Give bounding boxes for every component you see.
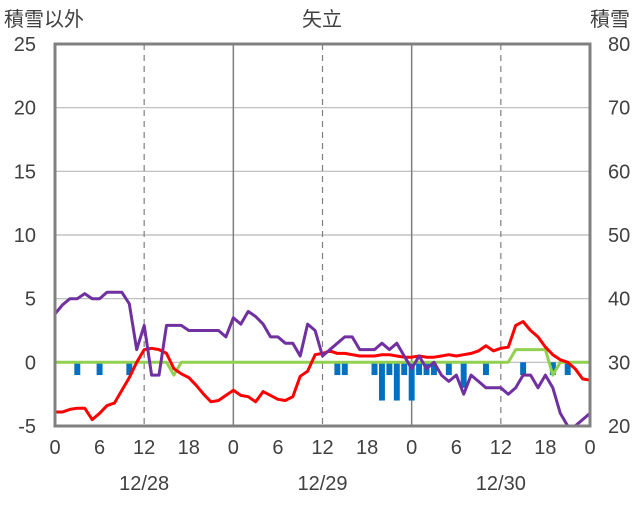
bar [445,362,452,376]
ytick-right-label: 20 [608,416,630,438]
series-line-green [53,348,592,377]
bar [393,362,400,401]
ytick-left-label: -5 [18,416,36,438]
bar [341,362,348,376]
plot-frame [53,42,592,428]
ytick-right-label: 60 [608,161,630,183]
line-series [53,290,592,428]
xtick-label: 0 [228,437,239,459]
date-label: 12/28 [119,473,169,495]
ylabel-right: 積雪 [590,8,630,31]
xtick-label: 18 [178,437,200,459]
date-label: 12/29 [297,473,347,495]
ytick-left-label: 20 [14,98,36,120]
ytick-left-label: 15 [14,161,36,183]
ytick-left-label: 0 [25,352,36,374]
bar [126,362,133,376]
bar [386,362,393,376]
bar [378,362,385,401]
plot-border [53,42,592,428]
bar [371,362,378,376]
bar [460,362,467,388]
bar [96,362,103,376]
ytick-right-label: 50 [608,225,630,247]
xtick-label: 0 [584,437,595,459]
xtick-label: 6 [94,437,105,459]
bar-series-blue [74,362,571,401]
bar [401,362,408,376]
ytick-left-label: 5 [25,289,36,311]
bar [416,362,423,376]
ytick-right-label: 70 [608,98,630,120]
xtick-label: 6 [272,437,283,459]
xtick-label: 0 [49,437,60,459]
bar [74,362,81,376]
bar [483,362,489,376]
ylabel-left: 積雪以外 [4,8,84,31]
xtick-label: 12 [490,437,512,459]
xtick-label: 0 [406,437,417,459]
ytick-left-label: 10 [14,225,36,247]
series-line-purple [53,290,592,428]
bar [408,362,415,401]
xtick-label: 18 [356,437,378,459]
ytick-right-label: 80 [608,34,630,56]
bar [520,362,527,376]
ytick-left-label: 25 [14,34,36,56]
ytick-right-label: 30 [608,352,630,374]
bar [430,362,437,376]
chart-title: 矢立 [302,8,342,31]
xtick-label: 6 [451,437,462,459]
bar [334,362,341,376]
xtick-label: 12 [311,437,333,459]
xtick-label: 18 [534,437,556,459]
xtick-label: 12 [133,437,155,459]
bar [564,362,571,376]
date-label: 12/30 [476,473,526,495]
ytick-right-label: 40 [608,289,630,311]
bar [549,362,556,376]
